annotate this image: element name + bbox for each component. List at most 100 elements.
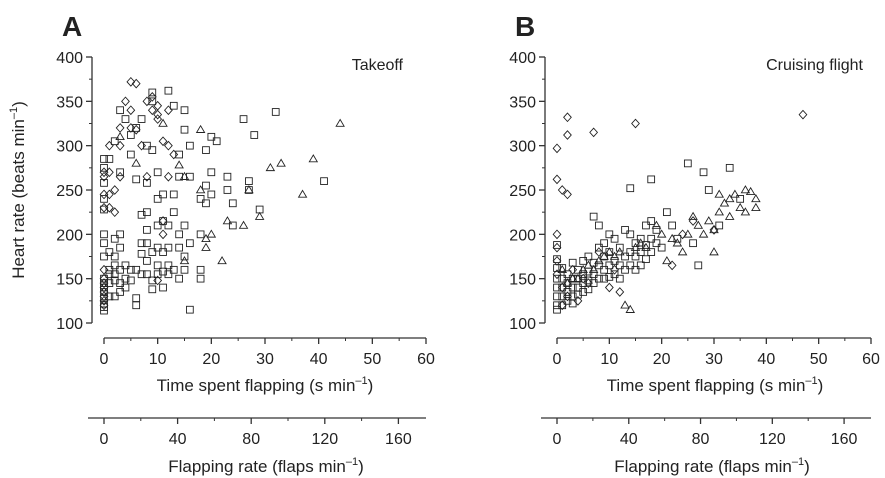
panel-a-y-tick-label: 100 [56, 316, 83, 333]
panel-b-square-point [642, 241, 650, 249]
panel-b-x2label-base: Flapping rate (flaps min [614, 457, 792, 476]
panel-a-diamond-point [158, 216, 168, 226]
panel-a-square-point [223, 172, 232, 181]
panel-a-diamond-point [99, 189, 109, 200]
panel-a-square-point [196, 265, 205, 274]
panel-b-y-tick-label: 300 [509, 139, 536, 156]
panel-a-y-tick-label: 350 [56, 94, 83, 111]
panel-a-square-point [186, 141, 194, 150]
panel-b-square-point [595, 274, 603, 283]
panel-b-diamond-point [563, 189, 572, 200]
panel-b-square-point [652, 239, 661, 248]
panel-a-square-point [153, 243, 162, 252]
panel-a-square-point [159, 248, 167, 256]
panel-a-secondary-tick-label: 160 [385, 431, 412, 448]
panel-a-square-point [196, 274, 205, 283]
panel-a-diamond-point [169, 149, 179, 160]
panel-b-square-point [621, 252, 629, 261]
panel-b-square-point [558, 264, 567, 272]
panel-a-diamond-point [99, 171, 109, 182]
panel-a-square-point [228, 221, 237, 230]
panel-a-square-point [116, 288, 124, 296]
panel-a-square-point [137, 115, 146, 123]
panel-a-diamond-point [121, 96, 130, 107]
panel-a-square-point [100, 252, 108, 261]
panel-b-square-point [600, 274, 608, 283]
panel-a-square-point [169, 208, 178, 217]
panel-b-secondary-tick-label: 40 [620, 431, 638, 448]
panel-b-triangle-point [620, 300, 630, 309]
panel-a-square-point [148, 248, 157, 256]
panel-b-square-point [600, 239, 608, 248]
panel-a-square-point [159, 283, 167, 292]
panel-a-square-point [143, 239, 151, 248]
panel-b-triangle-point [583, 260, 594, 269]
panel-a-square-point [100, 288, 108, 296]
panel-b-triangle-point [735, 202, 745, 211]
panel-b-diamond-point [594, 247, 604, 257]
panel-b-triangle-point [625, 304, 636, 313]
panel-b-triangle-point [709, 247, 719, 256]
panel-a-triangle-point [195, 185, 206, 194]
panel-b-plot: 100 150 200 250 300 350 400 0 10 20 30 40 50 60 0 40 80 1… [509, 50, 880, 448]
panel-b-square-point [626, 248, 635, 256]
panel-a-diamond-point [115, 140, 125, 151]
panel-b-triangle-point [730, 189, 740, 198]
panel-a-square-point [100, 163, 108, 172]
panel-b-x-tick-label: 50 [810, 351, 828, 368]
panel-a-square-point [132, 175, 141, 184]
panel-b-square-point [553, 264, 561, 272]
panel-b-diamond-point [552, 143, 562, 154]
panel-a-square-point [105, 279, 114, 287]
panel-b-square-point [584, 276, 593, 285]
panel-a-ylabel-close: ) [9, 101, 28, 107]
panel-a-square-point [126, 131, 135, 139]
panel-a-square-point [180, 106, 189, 115]
panel-a-square-point [202, 146, 210, 154]
panel-a-square-point [105, 270, 114, 279]
panel-b-triangle-point [714, 189, 725, 198]
panel-a-square-point [110, 234, 119, 243]
panel-b-triangle-point [724, 211, 735, 220]
panel-b-x-tick-label: 30 [705, 351, 723, 368]
panel-a-square-point [175, 150, 183, 159]
panel-a-square-point [110, 137, 119, 146]
panel-a-square-point [143, 179, 151, 187]
panel-b-triangle-point [745, 186, 756, 196]
panel-b-triangle-point [651, 220, 662, 229]
panel-b-square-point [600, 265, 608, 274]
panel-a-square-point [159, 267, 167, 276]
panel-a-square-point [143, 257, 151, 265]
panel-b-triangle-point [683, 229, 693, 238]
panel-b-secondary-tick-label: 80 [692, 431, 710, 448]
panel-a-triangle-point [254, 211, 265, 220]
panel-a-square-point [100, 306, 108, 315]
panel-b-diamond-point [563, 130, 572, 140]
panel-a-square-point [169, 265, 178, 274]
panel-a-triangle-point [335, 118, 345, 127]
panel-b-square-point [589, 279, 598, 287]
panel-b-square-point [589, 270, 598, 279]
panel-b-diamond-point [604, 282, 614, 293]
panel-a-square-point [132, 124, 141, 132]
panel-b-square-point [636, 248, 645, 256]
panel-b-diamond-point [552, 229, 562, 240]
panel-a-square-point [121, 115, 130, 123]
panel-a-square-point [126, 150, 135, 159]
panel-b-diamond-point [568, 264, 578, 275]
panel-b-square-point [657, 243, 666, 252]
panel-a-x2label-close: ) [358, 457, 364, 476]
panel-b-square-point [647, 248, 656, 256]
panel-b-square-point [574, 290, 582, 299]
panel-b-triangle-point [615, 247, 625, 256]
panel-a-square-point [207, 190, 216, 199]
panel-a-square-point [175, 274, 183, 283]
panel-a-square-point [212, 137, 221, 146]
panel-b-y-tick-label: 100 [509, 316, 536, 333]
panel-b-diamond-point [631, 118, 640, 129]
panel-b-y-tick-label: 150 [509, 272, 536, 289]
panel-b-diamond-point [552, 174, 562, 185]
panel-b-square-point [558, 301, 567, 310]
panel-b-diamond-point [688, 216, 698, 226]
panel-a-triangle-point [158, 118, 168, 127]
